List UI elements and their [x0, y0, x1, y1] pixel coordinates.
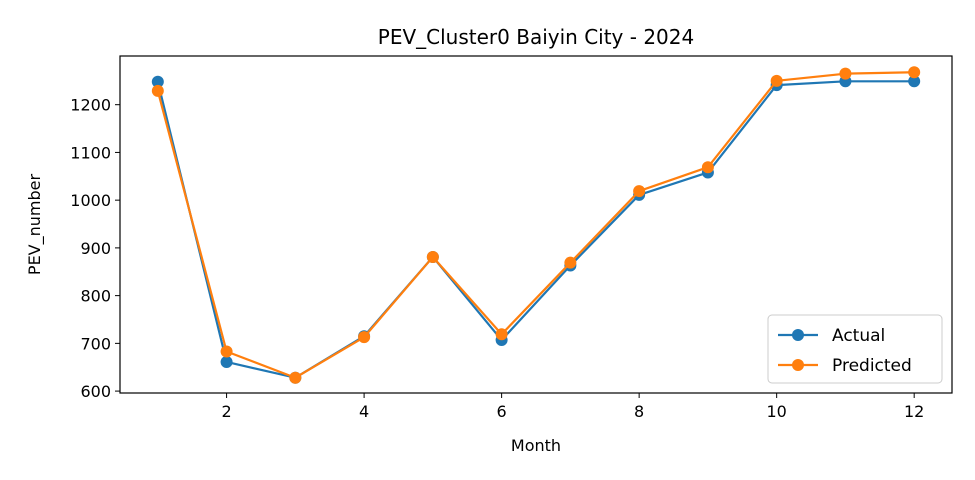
data-point-actual — [220, 355, 233, 368]
data-point-predicted — [701, 161, 714, 174]
plot-area-frame — [119, 55, 953, 394]
data-point-predicted — [908, 66, 921, 79]
series-layer — [151, 66, 921, 384]
y-tick-label: 1200 — [70, 96, 111, 115]
series-line-actual — [156, 80, 915, 379]
data-point-predicted — [289, 371, 302, 384]
y-tick-label: 700 — [80, 334, 111, 353]
x-tick-label: 4 — [359, 402, 369, 421]
chart-title: PEV_Cluster0 Baiyin City - 2024 — [378, 25, 694, 49]
x-tick-label: 8 — [634, 402, 644, 421]
x-tick-label: 12 — [904, 402, 924, 421]
data-point-predicted — [220, 345, 233, 358]
x-tick-label: 2 — [221, 402, 231, 421]
y-axis-label: PEV_number — [25, 174, 45, 276]
y-tick-label: 900 — [80, 239, 111, 258]
y-tick-label: 1100 — [70, 143, 111, 162]
data-point-actual — [908, 75, 921, 88]
data-point-predicted — [839, 67, 852, 80]
data-point-predicted — [633, 185, 646, 198]
y-axis-ticks: 600 700 800 900 1000 1100 1200 — [70, 96, 120, 401]
x-axis-label: Month — [511, 436, 561, 455]
y-tick-label: 600 — [80, 382, 111, 401]
series-line-predicted — [156, 71, 915, 379]
y-tick-label: 1000 — [70, 191, 111, 210]
legend-label-actual: Actual — [832, 326, 885, 346]
legend-swatch-marker-predicted — [792, 359, 804, 371]
legend: Actual Predicted — [767, 314, 943, 384]
data-point-predicted — [151, 84, 164, 97]
data-point-predicted — [495, 328, 508, 341]
y-tick-label: 800 — [80, 287, 111, 306]
x-axis-ticks: 2 4 6 8 10 12 — [221, 393, 924, 421]
data-point-predicted — [358, 331, 371, 344]
legend-swatch-marker-actual — [792, 329, 804, 341]
x-tick-label: 6 — [497, 402, 507, 421]
data-point-predicted — [426, 250, 439, 263]
x-tick-label: 10 — [766, 402, 786, 421]
legend-label-predicted: Predicted — [832, 356, 912, 376]
data-point-actual — [151, 75, 164, 88]
data-point-predicted — [564, 256, 577, 269]
data-point-predicted — [770, 74, 783, 87]
